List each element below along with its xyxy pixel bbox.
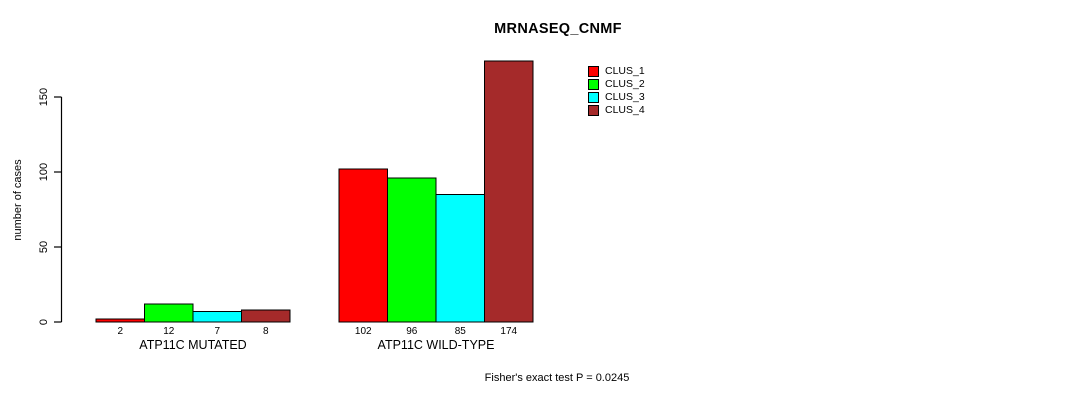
legend-label: CLUS_3 bbox=[605, 91, 645, 103]
y-tick-label: 150 bbox=[38, 88, 50, 106]
legend-label: CLUS_1 bbox=[605, 65, 645, 77]
bar-clus_4-group2 bbox=[484, 60, 534, 323]
legend-swatch-clus_1 bbox=[588, 66, 599, 77]
fisher-test-annotation: Fisher's exact test P = 0.0245 bbox=[484, 372, 630, 384]
y-tick-label: 50 bbox=[38, 241, 50, 253]
bar-clus_3-group2 bbox=[435, 194, 485, 323]
bar-clus_3-group1 bbox=[192, 311, 242, 323]
group-label: ATP11C WILD-TYPE bbox=[378, 338, 495, 352]
y-tick-label: 100 bbox=[38, 163, 50, 181]
legend-item-clus_4: CLUS_4 bbox=[588, 105, 645, 116]
bar-clus_2-group2 bbox=[387, 177, 437, 323]
chart-title: MRNASEQ_CNMF bbox=[494, 21, 622, 37]
bar-value-label: 96 bbox=[406, 326, 418, 337]
legend-item-clus_3: CLUS_3 bbox=[588, 92, 645, 103]
legend: CLUS_1 CLUS_2 CLUS_3 CLUS_4 bbox=[588, 66, 645, 118]
bar-value-label: 12 bbox=[163, 326, 175, 337]
legend-label: CLUS_4 bbox=[605, 104, 645, 116]
bar-value-label: 8 bbox=[263, 326, 269, 337]
legend-item-clus_2: CLUS_2 bbox=[588, 79, 645, 90]
legend-item-clus_1: CLUS_1 bbox=[588, 66, 645, 77]
bar-clus_1-group1 bbox=[95, 318, 145, 323]
bar-clus_4-group1 bbox=[241, 309, 291, 323]
legend-swatch-clus_4 bbox=[588, 105, 599, 116]
group-label: ATP11C MUTATED bbox=[139, 338, 246, 352]
legend-swatch-clus_3 bbox=[588, 92, 599, 103]
bar-value-label: 174 bbox=[500, 326, 517, 337]
legend-swatch-clus_2 bbox=[588, 79, 599, 90]
y-axis-title: number of cases bbox=[12, 159, 24, 241]
y-tick-label: 0 bbox=[38, 319, 50, 325]
bar-value-label: 2 bbox=[117, 326, 123, 337]
bar-clus_2-group1 bbox=[144, 303, 194, 323]
bar-value-label: 102 bbox=[355, 326, 372, 337]
bar-value-label: 85 bbox=[455, 326, 467, 337]
legend-label: CLUS_2 bbox=[605, 78, 645, 90]
bar-clus_1-group2 bbox=[338, 168, 388, 323]
bar-value-label: 7 bbox=[214, 326, 220, 337]
